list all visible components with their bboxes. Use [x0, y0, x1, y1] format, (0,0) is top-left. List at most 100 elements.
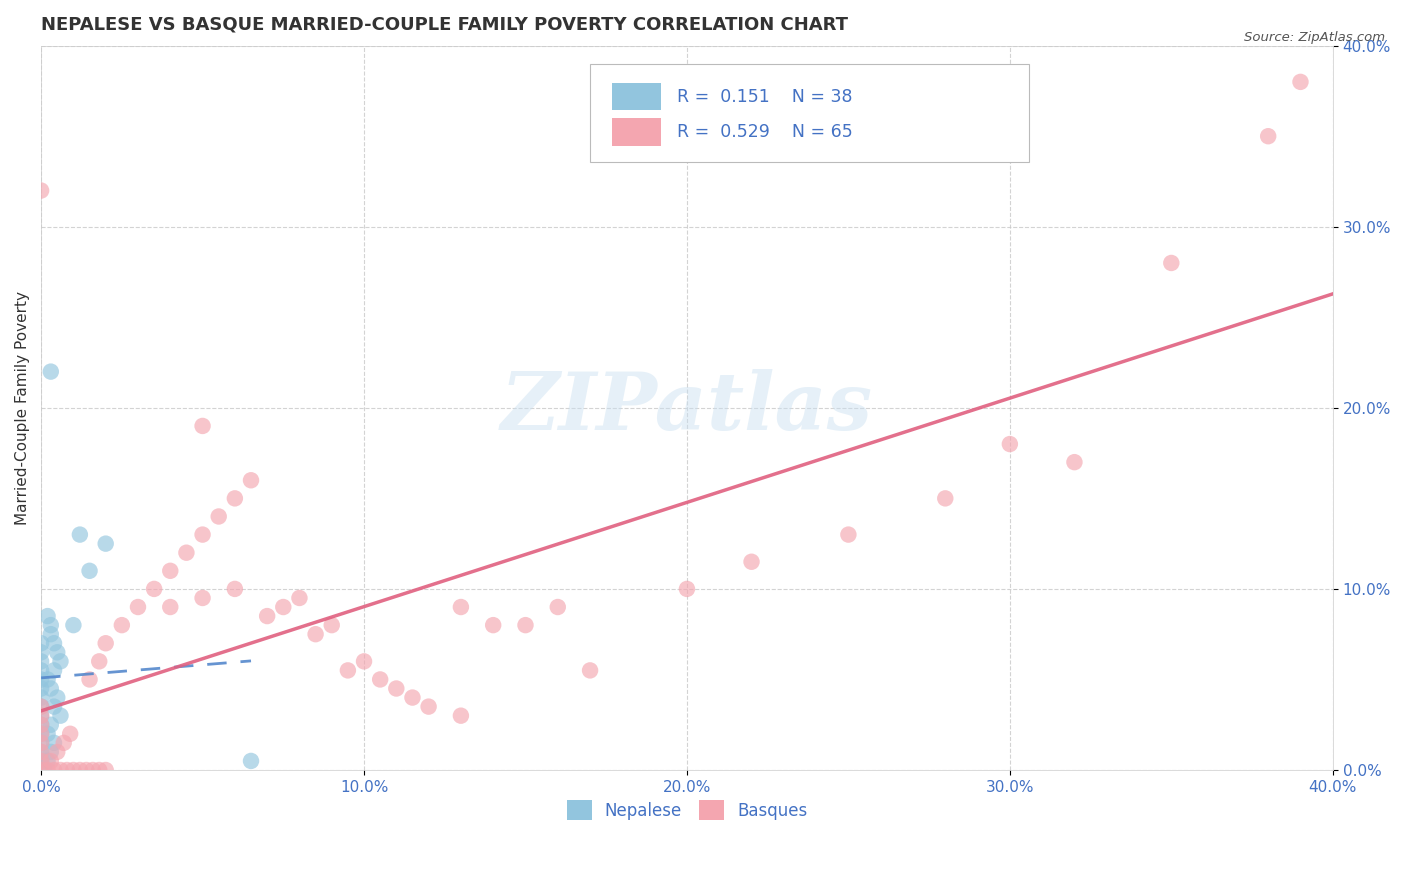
Point	[42, 736, 65, 750]
Point	[271, 600, 294, 615]
Point	[39, 365, 62, 379]
Point	[30, 654, 52, 668]
Point	[30, 673, 52, 687]
Point	[30, 708, 52, 723]
Point	[62, 763, 84, 777]
Point	[30, 745, 52, 759]
Point	[208, 509, 231, 524]
Point	[34, 763, 56, 777]
Point	[46, 690, 69, 705]
Point	[450, 600, 472, 615]
Point	[37, 673, 59, 687]
Point	[191, 419, 214, 434]
Point	[30, 717, 52, 731]
Point	[30, 681, 52, 696]
Point	[321, 618, 343, 632]
Point	[30, 754, 52, 768]
Point	[240, 754, 263, 768]
Point	[159, 564, 181, 578]
Point	[42, 699, 65, 714]
Point	[741, 555, 763, 569]
Point	[30, 736, 52, 750]
Point	[191, 527, 214, 541]
Point	[450, 708, 472, 723]
Point	[256, 609, 278, 624]
Point	[39, 627, 62, 641]
Point	[49, 654, 72, 668]
Point	[547, 600, 569, 615]
Point	[30, 699, 52, 714]
Point	[30, 736, 52, 750]
Point	[56, 763, 79, 777]
Point	[30, 690, 52, 705]
Text: NEPALESE VS BASQUE MARRIED-COUPLE FAMILY POVERTY CORRELATION CHART: NEPALESE VS BASQUE MARRIED-COUPLE FAMILY…	[41, 15, 848, 33]
Point	[30, 763, 52, 777]
Point	[191, 591, 214, 605]
Point	[353, 654, 375, 668]
Point	[42, 636, 65, 650]
Point	[94, 536, 117, 550]
Point	[37, 727, 59, 741]
Point	[39, 745, 62, 759]
Point	[52, 736, 75, 750]
Point	[82, 763, 104, 777]
Point	[69, 763, 91, 777]
Point	[42, 763, 65, 777]
Point	[401, 690, 423, 705]
Point	[288, 591, 311, 605]
Point	[79, 564, 101, 578]
Point	[482, 618, 505, 632]
Point	[224, 582, 246, 596]
Point	[94, 763, 117, 777]
Point	[143, 582, 166, 596]
Point	[579, 664, 602, 678]
Point	[49, 708, 72, 723]
Point	[89, 763, 111, 777]
Point	[1289, 75, 1312, 89]
Point	[30, 717, 52, 731]
Text: ZIPatlas: ZIPatlas	[501, 369, 873, 447]
Point	[224, 491, 246, 506]
FancyBboxPatch shape	[612, 118, 661, 145]
Point	[39, 618, 62, 632]
Point	[1063, 455, 1085, 469]
Point	[37, 763, 59, 777]
Point	[159, 600, 181, 615]
Point	[385, 681, 408, 696]
Legend: Nepalese, Basques: Nepalese, Basques	[560, 793, 814, 827]
Point	[998, 437, 1021, 451]
Point	[30, 636, 52, 650]
Point	[515, 618, 537, 632]
Point	[676, 582, 699, 596]
Point	[46, 745, 69, 759]
Point	[75, 763, 97, 777]
Text: Source: ZipAtlas.com: Source: ZipAtlas.com	[1244, 31, 1385, 45]
Point	[418, 699, 440, 714]
Point	[59, 727, 82, 741]
Point	[30, 664, 52, 678]
Point	[49, 763, 72, 777]
Point	[837, 527, 859, 541]
Point	[30, 754, 52, 768]
Point	[304, 627, 326, 641]
Point	[30, 699, 52, 714]
Point	[934, 491, 956, 506]
Point	[94, 636, 117, 650]
Point	[30, 645, 52, 659]
Point	[240, 473, 263, 487]
Point	[46, 645, 69, 659]
Text: R =  0.151    N = 38: R = 0.151 N = 38	[676, 87, 852, 105]
Point	[30, 708, 52, 723]
FancyBboxPatch shape	[591, 63, 1029, 161]
Point	[127, 600, 149, 615]
Point	[1257, 129, 1279, 144]
Point	[37, 609, 59, 624]
FancyBboxPatch shape	[612, 83, 661, 111]
Point	[62, 618, 84, 632]
Point	[1160, 256, 1182, 270]
Point	[39, 681, 62, 696]
Point	[30, 745, 52, 759]
Point	[39, 717, 62, 731]
Point	[30, 184, 52, 198]
Point	[89, 654, 111, 668]
